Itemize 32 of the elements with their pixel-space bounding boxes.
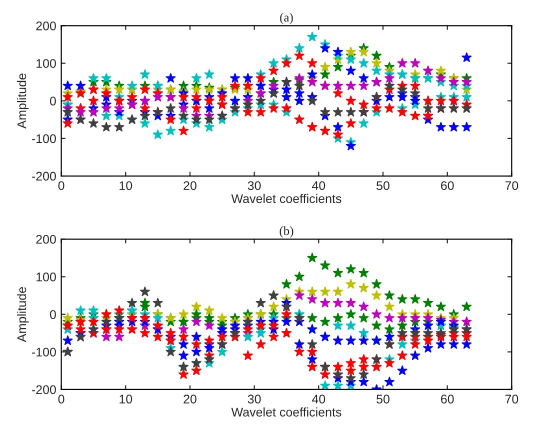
y-tick-label: 100 [36,59,56,68]
x-tick-label: 50 [376,394,390,404]
y-tick-label: 100 [36,272,56,282]
x-tick-label: 30 [248,394,261,404]
x-axis-title: Wavelet coefficients [231,407,342,417]
y-axis-title: Amplitude [16,74,29,129]
x-tick-label: 0 [58,181,64,190]
y-tick-label: -100 [32,134,56,144]
x-tick-label: 10 [120,181,132,190]
y-tick-label: 0 [50,310,56,319]
x-tick-label: 70 [505,181,518,190]
x-tick-label: 30 [248,181,261,190]
x-tick-label: 60 [441,394,454,404]
y-tick-label: -200 [32,385,56,394]
y-axis-title: Amplitude [16,287,29,342]
x-tick-label: 0 [58,394,64,404]
y-tick-label: 200 [36,21,56,30]
x-tick-label: 20 [184,394,196,404]
y-tick-label: 200 [36,234,56,244]
x-tick-label: 20 [184,181,196,190]
x-tick-label: 50 [376,181,390,190]
y-tick-label: 0 [50,96,56,106]
x-tick-label: 60 [441,181,454,190]
x-tick-label: 10 [120,394,132,404]
y-tick-label: -100 [32,348,56,357]
y-tick-label: -200 [32,172,56,181]
x-tick-label: 40 [312,181,326,190]
chart-title: (b) [280,226,294,238]
x-tick-label: 40 [312,394,326,404]
x-tick-label: 70 [505,394,518,404]
chart-title: (a) [280,12,293,24]
x-axis-title: Wavelet coefficients [231,194,342,204]
